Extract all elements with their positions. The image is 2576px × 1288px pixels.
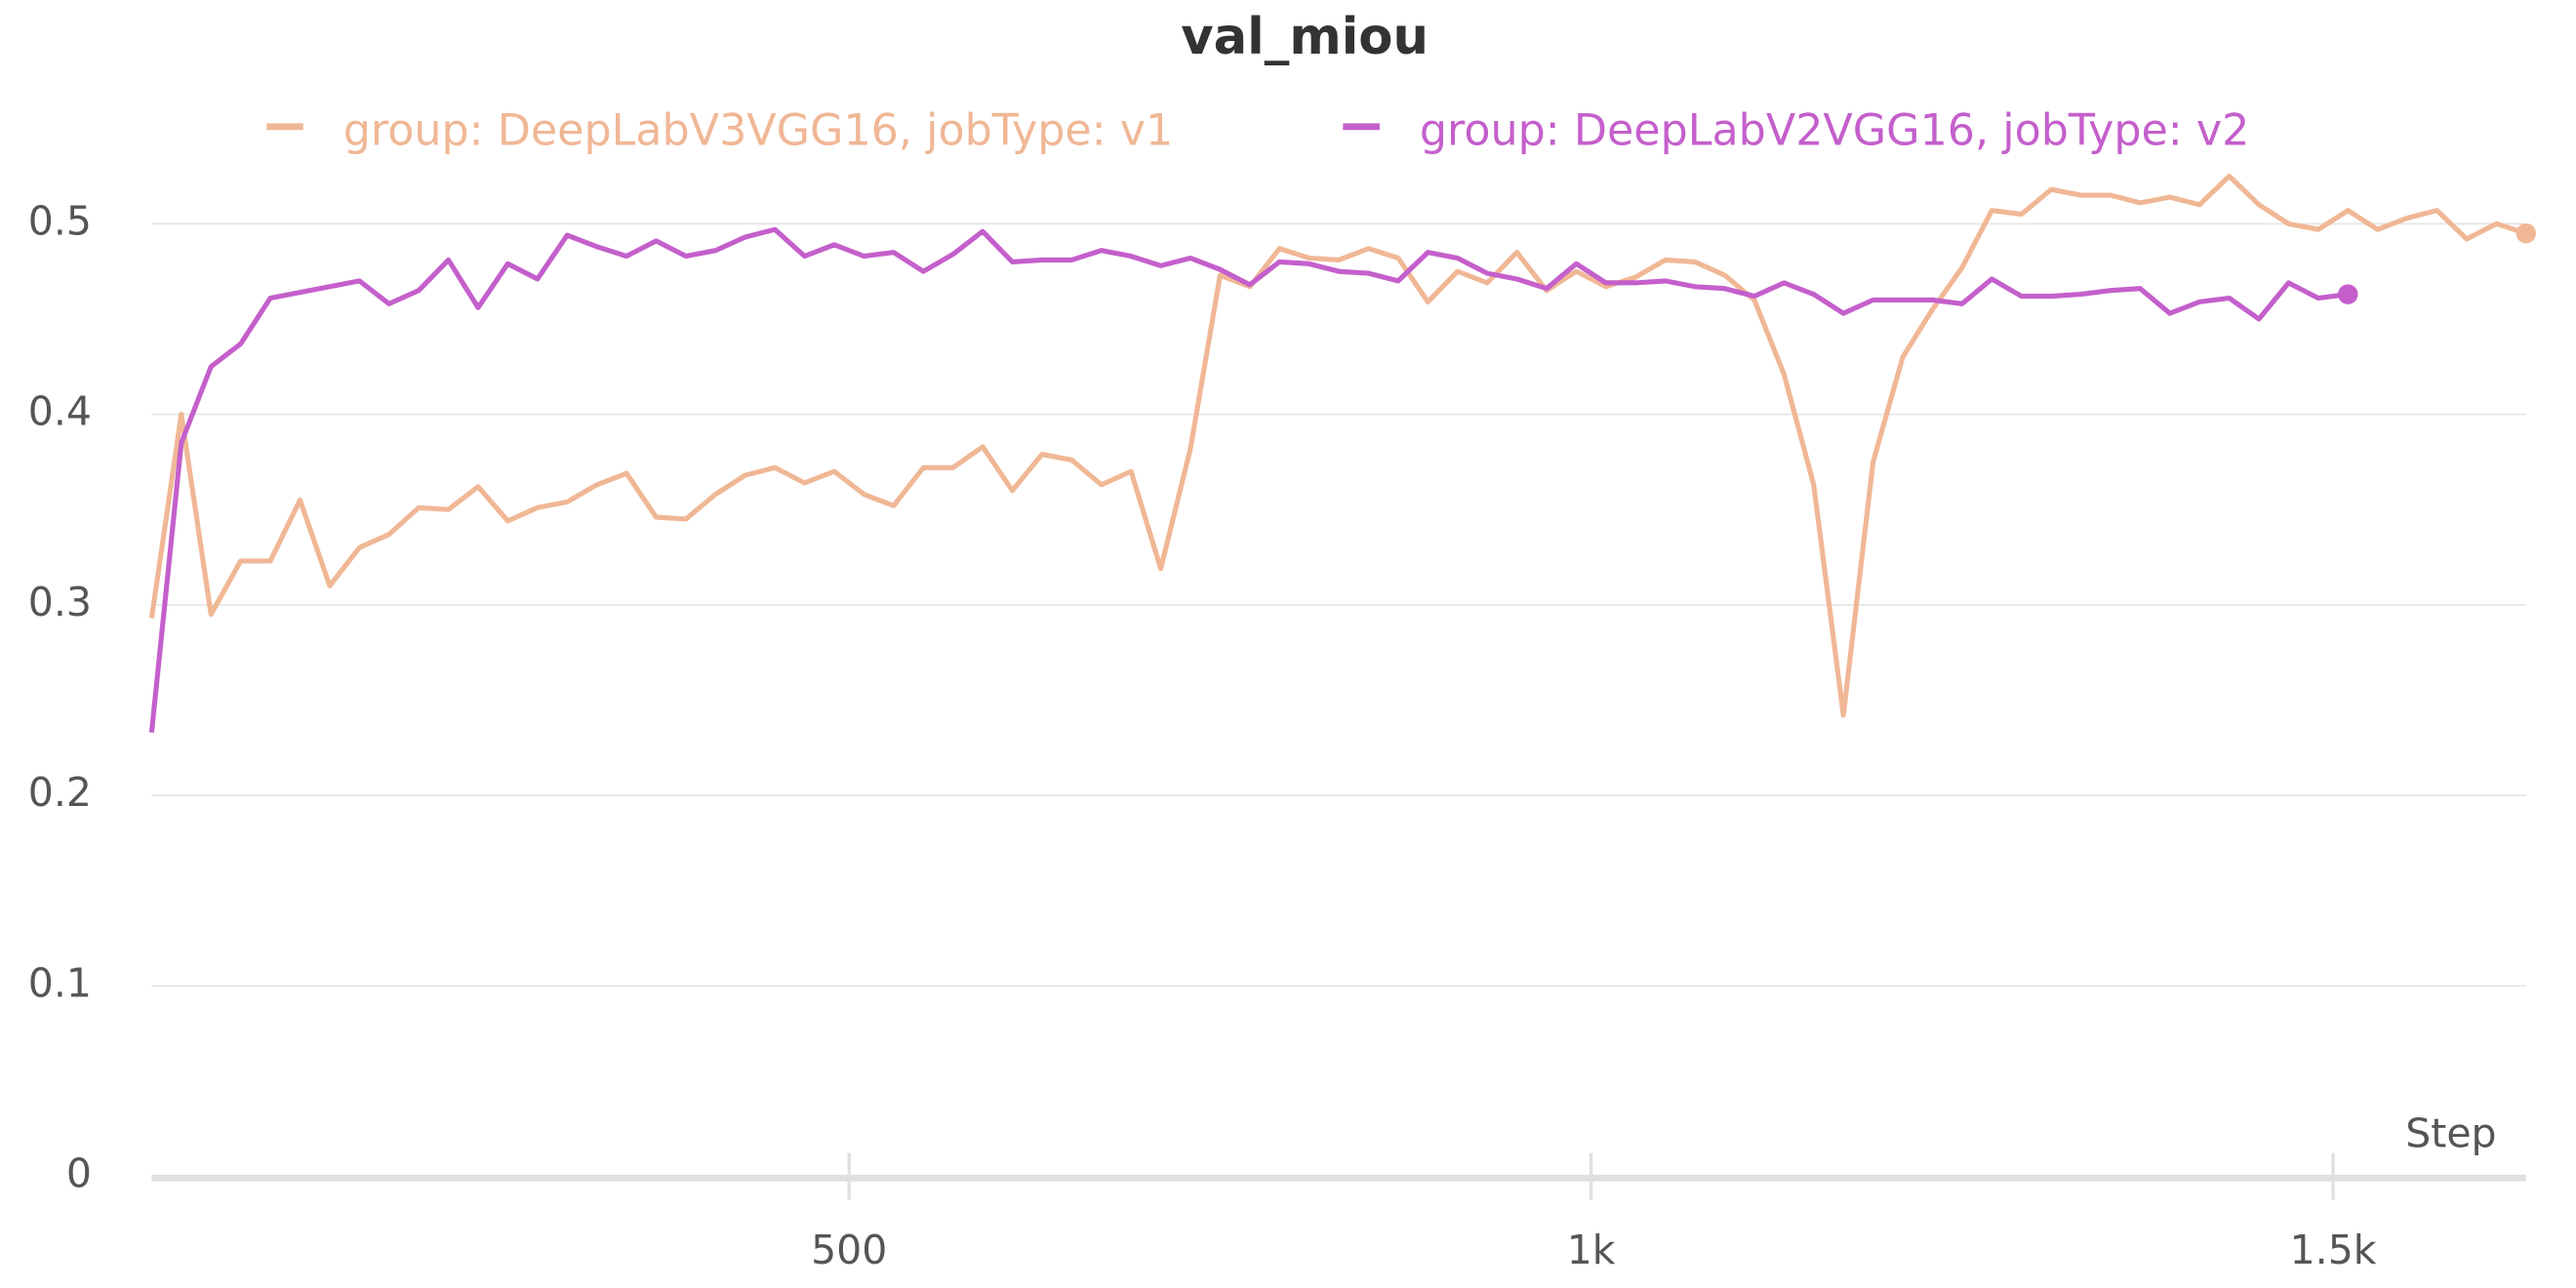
x-tick-label: 1k: [1567, 1227, 1616, 1273]
y-tick-label: 0.1: [28, 959, 92, 1006]
y-tick-label: 0.5: [28, 197, 92, 244]
x-axis-label: Step: [2405, 1110, 2496, 1157]
y-tick-label: 0.4: [28, 388, 92, 435]
series-line: [148, 226, 2349, 733]
chart-title: val_miou: [1181, 8, 1429, 66]
series-line: [148, 173, 2527, 718]
x-tick-label: 1.5k: [2290, 1227, 2377, 1273]
y-tick-label: 0.3: [28, 579, 92, 625]
x-tick-label: 500: [811, 1227, 887, 1273]
end-point: [2516, 222, 2537, 244]
legend-label: group: DeepLabV3VGG16, jobType: v1: [343, 106, 1173, 156]
end-point: [2338, 284, 2358, 304]
y-tick-label: 0.2: [28, 769, 92, 816]
legend-label: group: DeepLabV2VGG16, jobType: v2: [1420, 106, 2249, 156]
y-tick-label: 0: [66, 1150, 92, 1197]
